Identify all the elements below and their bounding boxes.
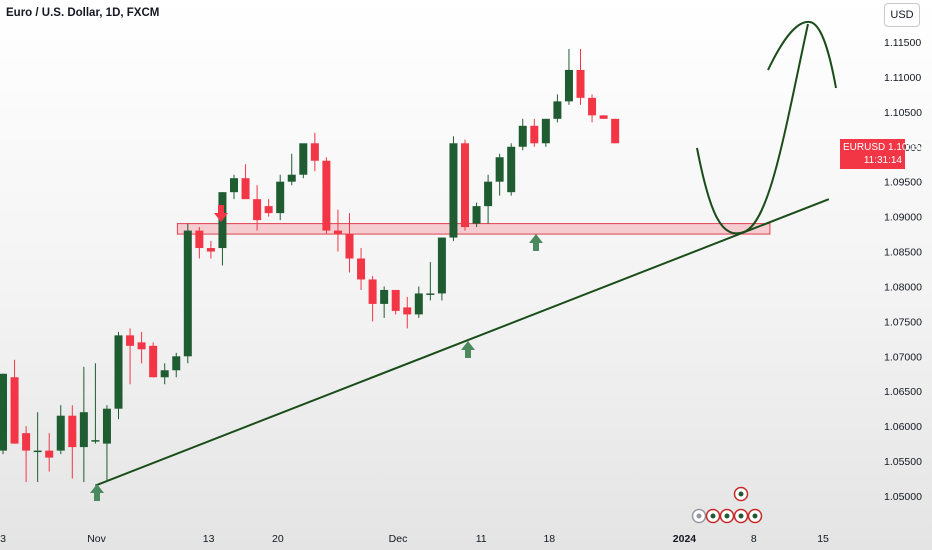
x-tick-label: 18: [543, 533, 555, 545]
y-tick-label: 1.11000: [884, 72, 921, 84]
x-tick-label: 20: [272, 533, 284, 545]
candle-body: [611, 118, 620, 144]
buy-arrow-icon: [461, 341, 475, 358]
candle-body: [541, 118, 550, 144]
candle-body: [368, 279, 377, 304]
candle-body: [195, 230, 204, 249]
candle-body: [414, 293, 423, 315]
candle-body: [10, 377, 19, 444]
x-tick-label: 3: [0, 533, 6, 545]
candle-body: [507, 146, 516, 193]
y-tick-label: 1.09500: [884, 177, 922, 189]
trendline: [95, 198, 830, 487]
x-tick-label: 2024: [673, 533, 697, 545]
badge-dot: [724, 513, 730, 519]
candle-body: [91, 440, 100, 442]
badge-dot: [738, 513, 744, 519]
badge-dot: [696, 513, 702, 519]
candle-body: [126, 335, 135, 346]
x-tick-label: 8: [751, 533, 757, 545]
candle-body: [553, 101, 562, 119]
candle-body: [357, 258, 366, 280]
candle-body: [461, 143, 469, 228]
x-tick-label: 15: [817, 533, 829, 545]
candle-body: [160, 370, 169, 378]
y-tick-label: 1.07000: [884, 351, 922, 363]
candle-body: [310, 143, 319, 161]
candle-body: [530, 125, 539, 144]
x-tick-label: Nov: [87, 533, 106, 545]
projection-curve: [696, 20, 837, 235]
candle-body: [437, 237, 446, 294]
candle-body: [322, 160, 331, 231]
y-tick-label: 1.11500: [884, 37, 921, 49]
candle-body: [518, 125, 527, 147]
candle-body: [426, 293, 435, 295]
candle-body: [576, 69, 585, 98]
support-zone: [176, 223, 771, 235]
candle-body: [56, 415, 65, 451]
x-tick-label: Dec: [389, 533, 408, 545]
buy-arrow-icon: [529, 234, 543, 251]
candle-body: [114, 335, 123, 409]
candle-body: [0, 373, 7, 451]
y-tick-label: 1.06500: [884, 386, 922, 398]
candle-body: [299, 143, 308, 175]
candle-body: [45, 450, 54, 458]
candle-body: [206, 248, 215, 252]
y-tick-label: 1.08500: [884, 247, 922, 259]
badge-dot: [710, 513, 716, 519]
candle-body: [564, 69, 573, 102]
y-tick-label: 1.09000: [884, 212, 922, 224]
y-tick-label: 1.10500: [884, 107, 922, 119]
price-tag-symbol: EURUSD: [843, 142, 886, 153]
candle-body: [149, 345, 158, 378]
y-tick-label: 1.08000: [884, 281, 922, 293]
y-tick-label: 1.05000: [884, 491, 922, 503]
candle-body: [33, 450, 42, 453]
candle-body: [264, 206, 273, 214]
candle-body: [68, 415, 77, 448]
y-tick-label: 1.07500: [884, 316, 922, 328]
badge-dot: [752, 513, 758, 519]
candle-body: [472, 206, 481, 224]
candle-body: [287, 174, 296, 182]
last-price-tag: EURUSD 1.10037 11:31:14: [840, 139, 924, 169]
candle-body: [79, 412, 88, 448]
buy-arrow-icon: [90, 484, 104, 501]
price-tag-value: 1.10037: [888, 142, 925, 153]
candle-body: [391, 289, 400, 311]
candle-body: [449, 143, 458, 238]
candle-body: [102, 408, 111, 444]
price-tag-countdown: 11:31:14: [863, 155, 902, 166]
currency-button[interactable]: USD: [884, 3, 920, 27]
candle-body: [484, 181, 493, 207]
candle-body: [276, 181, 285, 214]
candle-body: [380, 289, 389, 304]
candle-body: [333, 230, 342, 235]
badge-dot: [738, 491, 744, 497]
candle-body: [22, 433, 31, 451]
candle-body: [253, 199, 262, 221]
candle-body: [183, 230, 192, 357]
candle-body: [137, 342, 146, 350]
chart-title: Euro / U.S. Dollar, 1D, FXCM: [6, 7, 160, 19]
candle-body: [599, 115, 608, 119]
candle-body: [345, 234, 354, 259]
x-tick-label: 13: [203, 533, 215, 545]
candle-body: [588, 97, 597, 116]
candle-body: [172, 356, 181, 371]
x-tick-label: 11: [476, 533, 487, 545]
y-tick-label: 1.06000: [884, 421, 922, 433]
sell-arrow-icon: [214, 205, 228, 222]
candle-body: [495, 157, 504, 182]
y-tick-label: 1.05500: [884, 456, 922, 468]
candle-body: [241, 178, 250, 200]
candle-body: [403, 307, 412, 315]
candle-body: [230, 178, 238, 193]
